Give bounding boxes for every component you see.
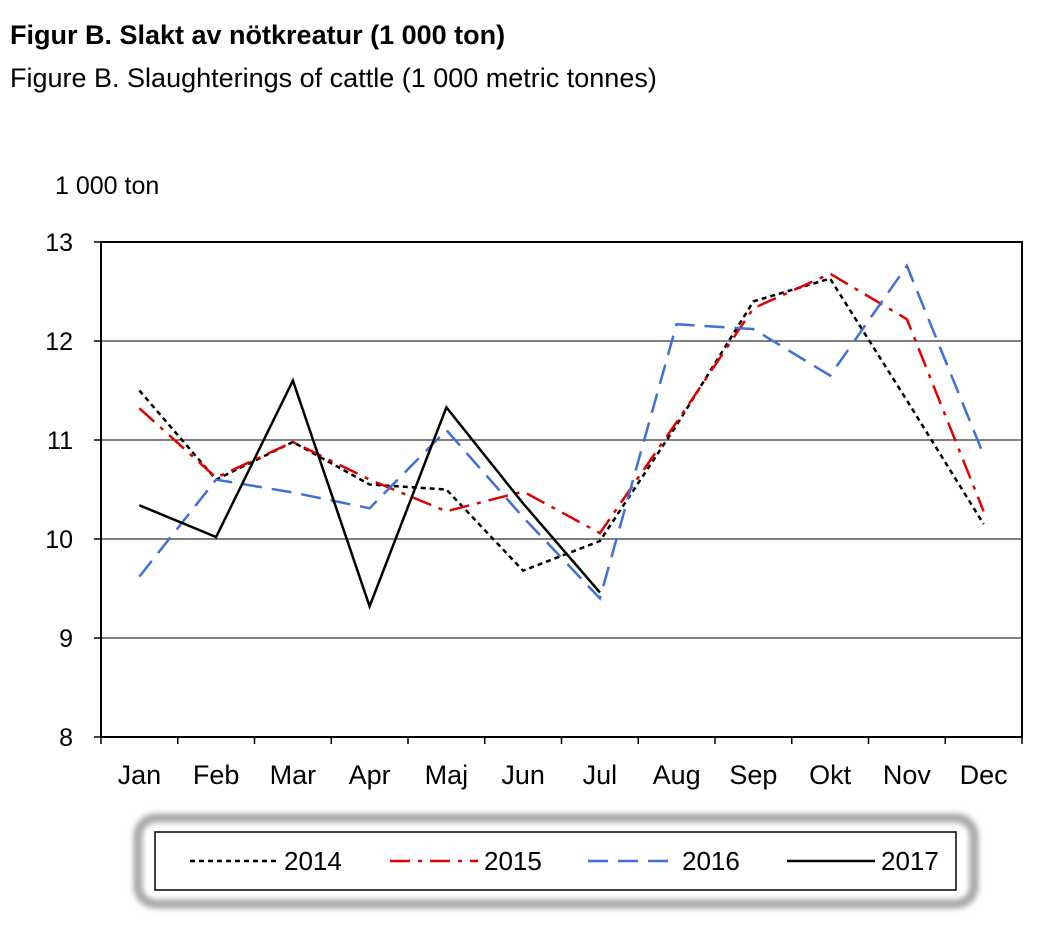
y-tick-label: 8 [59,724,73,752]
x-tick-label: Maj [425,760,469,790]
legend: 2014 2015 2016 2017 [133,813,979,909]
x-tick-label: Aug [653,760,701,790]
y-tick-label: 13 [45,229,73,257]
series-line-2015 [138,272,985,535]
y-tick-label: 10 [45,526,73,554]
x-tick-label: Okt [809,760,852,790]
x-tick-label: Dec [960,760,1008,790]
legend-frame-shadow [133,813,979,909]
y-tick-label: 12 [45,328,73,356]
x-tick-label: Feb [193,760,240,790]
y-axis-label: 1 000 ton [55,172,159,200]
legend-label-2015: 2015 [484,846,542,876]
series-line-2017 [138,377,601,610]
series-line-2014 [138,277,985,573]
x-tick-label: Mar [270,760,317,790]
legend-label-2016: 2016 [682,846,740,876]
x-tick-label: Jan [118,760,162,790]
y-tick-label: 9 [59,625,73,653]
legend-label-2014: 2014 [284,846,342,876]
x-tick-label: Nov [883,760,932,790]
axes: 8 9 10 11 12 13 Jan Feb Mar Apr Maj Jun Jul Aug Sep Okt… [45,229,1023,790]
x-tick-label: Apr [349,760,391,790]
y-tick-label: 11 [47,427,73,455]
series-lines [138,263,985,610]
chart-subtitle: Figure B. Slaughterings of cattle (1 000… [10,63,657,93]
x-tick-label: Sep [729,760,777,790]
x-tick-label: Jun [501,760,545,790]
series-line-2016 [138,263,985,601]
legend-label-2017: 2017 [881,846,939,876]
x-tick-label: Jul [583,760,618,790]
chart-title: Figur B. Slakt av nötkreatur (1 000 ton) [10,20,506,50]
